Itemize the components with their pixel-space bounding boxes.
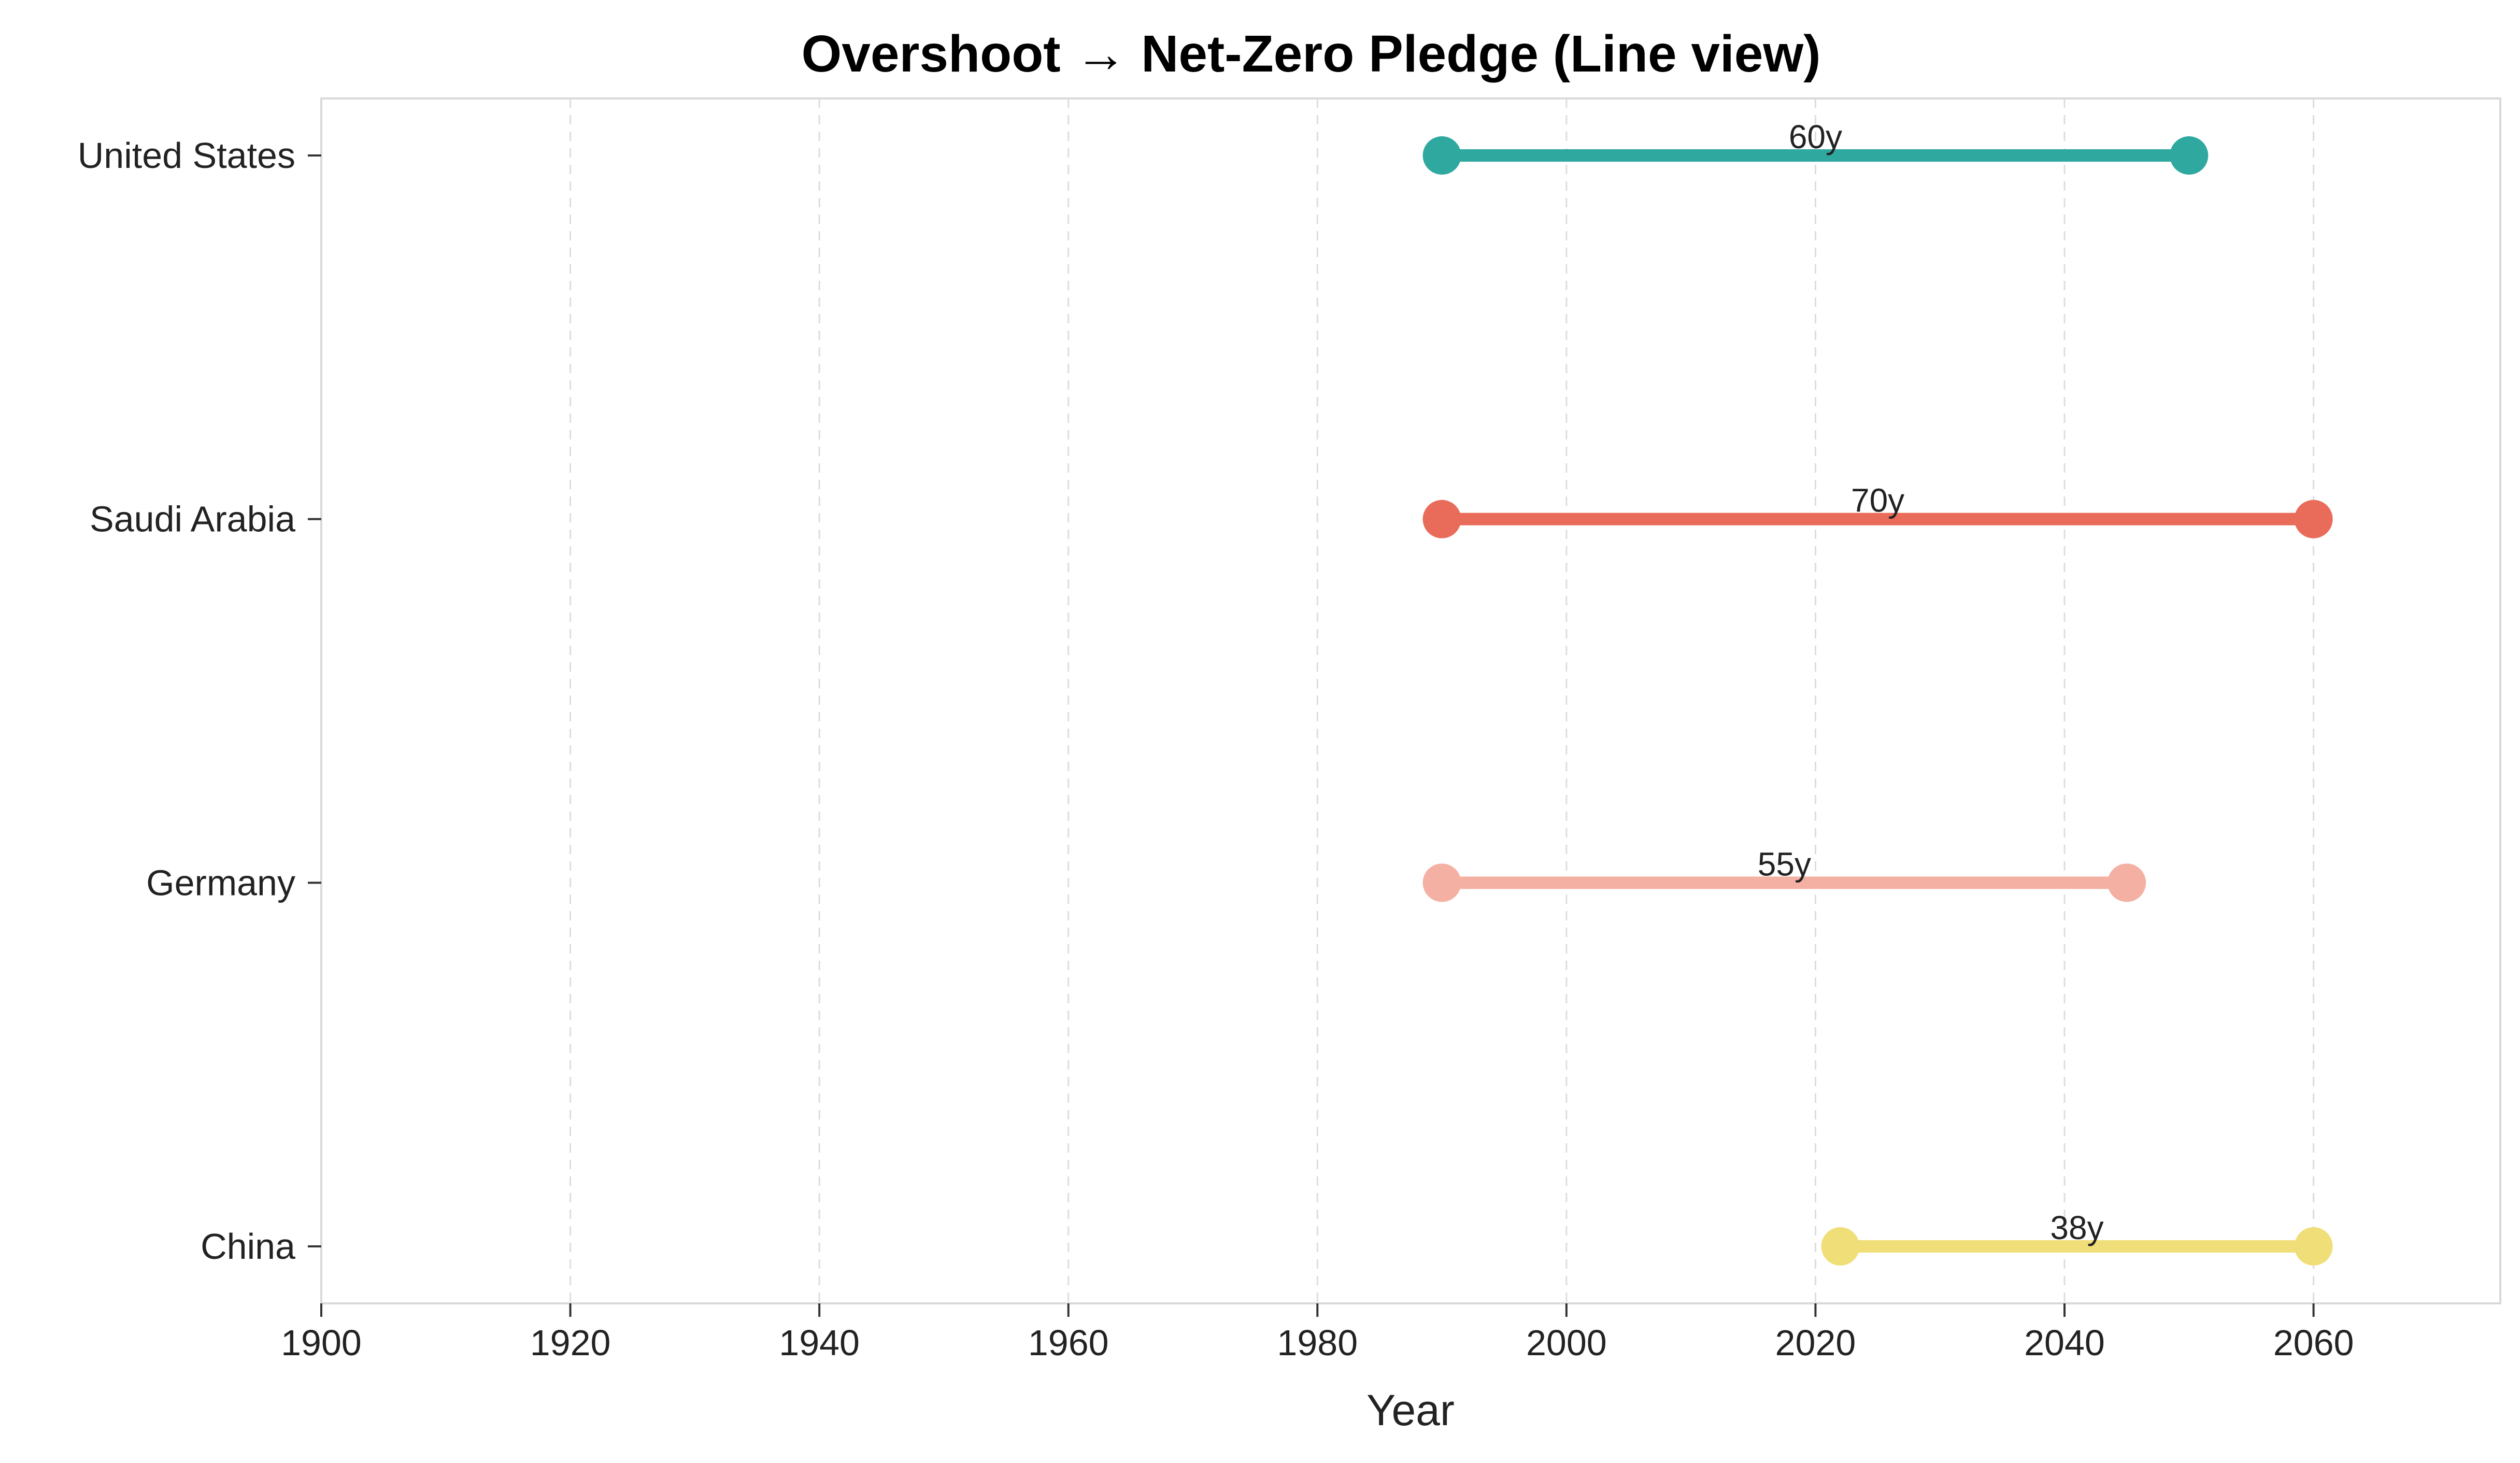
plot-frame [320,97,2501,1304]
x-axis: 1900 1920 1940 1960 1980 2000 2020 2040 2060 [281,1303,2354,1363]
chart-title: Overshoot → Net-Zero Pledge (Line view) [802,25,1821,83]
x-axis-label: Year [1366,1386,1455,1434]
duration-label-1: 70y [1851,482,1904,519]
start-point-0 [1422,136,1461,175]
grid-lines [570,98,2315,1303]
end-point-2 [2108,863,2146,902]
x-tick-label: 2040 [2024,1323,2105,1363]
series-layer: 60y 70y 55y 38y [1422,118,2333,1266]
duration-label-2: 55y [1758,845,1811,883]
x-tick-label: 1900 [281,1323,362,1363]
y-tick-label: Saudi Arabia [90,499,295,539]
duration-label-0: 60y [1789,118,1842,155]
y-tick-label: Germany [146,862,295,903]
x-tick-label: 1960 [1028,1323,1109,1363]
y-tick-label: China [201,1226,295,1267]
end-point-1 [2294,500,2333,538]
y-tick-label: United States [78,135,295,176]
duration-label-3: 38y [2050,1209,2103,1246]
start-point-2 [1422,863,1461,902]
start-point-3 [1821,1227,1860,1266]
end-point-3 [2294,1227,2333,1266]
x-tick-label: 1980 [1277,1323,1358,1363]
x-tick-label: 1940 [779,1323,860,1363]
end-point-0 [2170,136,2209,175]
x-tick-label: 2020 [1775,1323,1856,1363]
x-tick-label: 1920 [530,1323,611,1363]
start-point-1 [1422,500,1461,538]
y-axis: United States Saudi Arabia Germany China [78,135,321,1267]
x-tick-label: 2000 [1526,1323,1607,1363]
x-tick-label: 2060 [2273,1323,2354,1363]
